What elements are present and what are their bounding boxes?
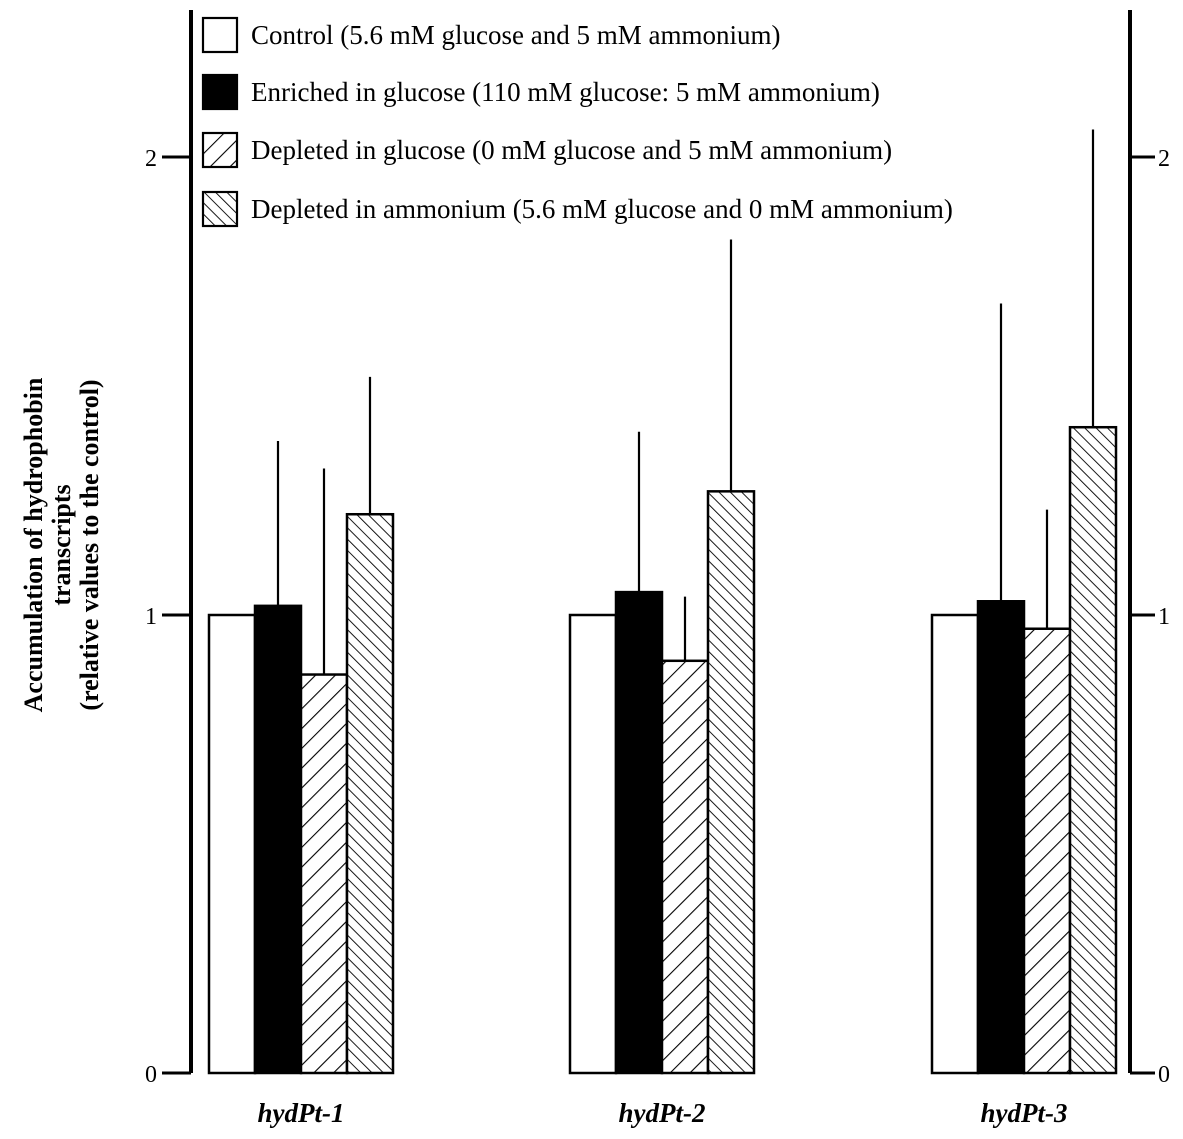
bar	[706, 490, 756, 1075]
y-axis-title-line-2: transcripts	[47, 484, 76, 605]
right-tick-label: 2	[1158, 146, 1170, 172]
category-label: hydPt-1	[258, 1098, 345, 1128]
right-tick-label: 0	[1158, 1062, 1170, 1088]
category-label: hydPt-2	[619, 1098, 706, 1128]
y-axis-title-line-1: Accumulation of hydrophobin	[19, 377, 48, 712]
bar	[930, 613, 980, 1075]
bar	[976, 600, 1026, 1075]
left-tick-label: 0	[145, 1062, 157, 1088]
category-label: hydPt-3	[981, 1098, 1068, 1128]
bar	[1068, 425, 1118, 1075]
left-tick-label: 2	[145, 146, 157, 172]
bar	[253, 604, 303, 1075]
bar-groups	[207, 129, 1118, 1075]
y-axis-title-line-3: (relative values to the control)	[75, 379, 104, 710]
bar	[660, 659, 710, 1075]
legend-label: Depleted in ammonium (5.6 mM glucose and…	[251, 194, 953, 224]
right-tick-label: 1	[1158, 604, 1170, 630]
bar	[299, 673, 349, 1075]
bar	[614, 590, 664, 1075]
category-labels: hydPt-1 hydPt-2 hydPt-3	[258, 1098, 1068, 1128]
y-axis-ticks: 0 0 1 1 2 2	[145, 146, 1170, 1088]
legend-swatch	[201, 16, 239, 54]
bar	[207, 613, 257, 1075]
y-axis-title: Accumulation of hydrophobin transcripts …	[19, 377, 104, 712]
bar	[345, 512, 395, 1075]
bar-group-hydPt-3	[930, 129, 1118, 1075]
bar-group-hydPt-1	[207, 376, 395, 1075]
left-tick-label: 1	[145, 604, 157, 630]
legend-swatch	[201, 131, 239, 169]
legend-label: Enriched in glucose (110 mM glucose: 5 m…	[251, 77, 880, 107]
legend-label: Control (5.6 mM glucose and 5 mM ammoniu…	[251, 20, 780, 50]
bar	[1022, 627, 1072, 1075]
legend: Control (5.6 mM glucose and 5 mM ammoniu…	[201, 16, 953, 228]
bar-group-hydPt-2	[568, 239, 756, 1075]
legend-label: Depleted in glucose (0 mM glucose and 5 …	[251, 135, 892, 165]
legend-swatch	[201, 190, 239, 228]
bar	[568, 613, 618, 1075]
legend-swatch	[201, 73, 239, 111]
